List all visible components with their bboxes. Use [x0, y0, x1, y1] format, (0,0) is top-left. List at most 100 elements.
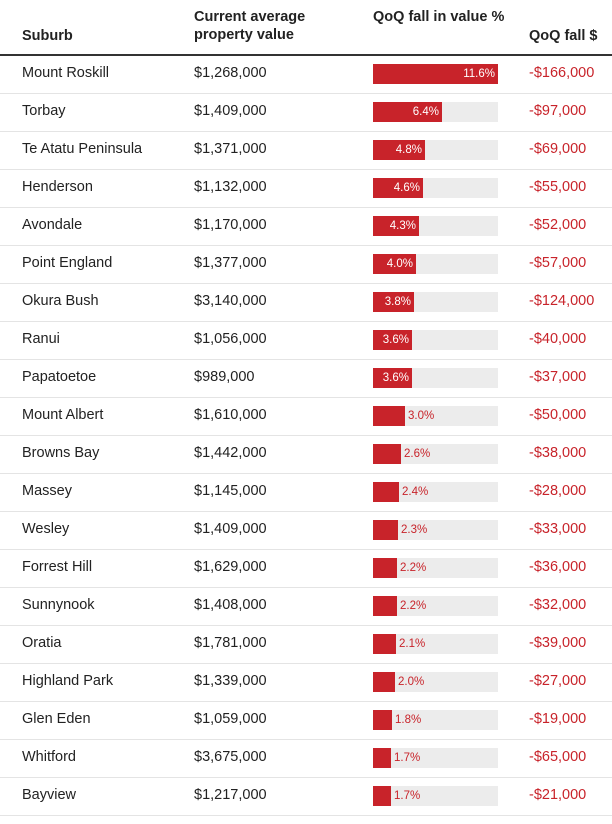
current-value: $3,140,000	[194, 293, 267, 309]
fall-percent-bar	[373, 748, 391, 768]
current-value: $1,145,000	[194, 483, 267, 499]
current-value: $1,268,000	[194, 65, 267, 81]
fall-percent-label: 3.8%	[384, 296, 411, 308]
current-value: $1,442,000	[194, 445, 267, 461]
fall-dollar: -$97,000	[529, 103, 587, 119]
bar-track: 1.7%	[373, 786, 498, 806]
fall-percent-bar	[373, 444, 401, 464]
fall-percent-bar	[373, 178, 423, 198]
fall-percent-label: 4.0%	[386, 258, 413, 270]
bar-track: 2.6%	[373, 444, 498, 464]
suburb-name: Torbay	[22, 103, 66, 119]
suburb-name: Henderson	[22, 179, 93, 195]
fall-percent-label: 2.0%	[398, 676, 425, 688]
fall-dollar: -$19,000	[529, 711, 587, 727]
fall-percent-bar	[373, 710, 392, 730]
table-row: Whitford $3,675,000 1.7% -$65,000	[0, 739, 612, 778]
table-row: Okura Bush $3,140,000 3.8% -$124,000	[0, 283, 612, 322]
suburb-name: Te Atatu Peninsula	[22, 141, 143, 157]
current-value: $1,339,000	[194, 673, 267, 689]
fall-dollar: -$40,000	[529, 331, 587, 347]
bar-track: 2.3%	[373, 520, 498, 540]
fall-dollar: -$65,000	[529, 749, 587, 765]
suburb-name: Point England	[22, 255, 113, 271]
current-value: $1,629,000	[194, 559, 267, 575]
fall-percent-bar	[373, 292, 414, 312]
bar-track: 6.4%	[373, 102, 498, 122]
table-row: Highland Park $1,339,000 2.0% -$27,000	[0, 663, 612, 702]
current-value: $1,409,000	[194, 103, 267, 119]
fall-dollar: -$50,000	[529, 407, 587, 423]
current-value: $1,217,000	[194, 787, 267, 803]
fall-dollar: -$39,000	[529, 635, 587, 651]
bar-track: 2.4%	[373, 482, 498, 502]
suburb-name: Ranui	[22, 331, 60, 347]
fall-percent-label: 2.4%	[402, 486, 429, 498]
header-suburb: Suburb	[22, 28, 73, 44]
suburb-name: Avondale	[22, 217, 83, 233]
fall-percent-label: 2.1%	[399, 638, 426, 650]
bar-track: 3.6%	[373, 368, 498, 388]
fall-dollar: -$69,000	[529, 141, 587, 157]
suburb-name: Forrest Hill	[22, 559, 93, 575]
current-value: $1,132,000	[194, 179, 267, 195]
current-value: $1,056,000	[194, 331, 267, 347]
suburb-name: Bayview	[22, 787, 76, 803]
current-value: $1,371,000	[194, 141, 267, 157]
suburb-name: Highland Park	[22, 673, 114, 689]
fall-percent-bar	[373, 596, 397, 616]
fall-percent-label: 4.3%	[389, 220, 416, 232]
bar-track: 2.0%	[373, 672, 498, 692]
fall-dollar: -$21,000	[529, 787, 587, 803]
fall-percent-label: 2.2%	[400, 562, 427, 574]
fall-percent-label: 3.0%	[408, 410, 435, 422]
fall-percent-label: 4.6%	[393, 182, 420, 194]
table-row: Massey $1,145,000 2.4% -$28,000	[0, 473, 612, 512]
table-row: Bayview $1,217,000 1.7% -$21,000	[0, 777, 612, 816]
bar-track: 4.8%	[373, 140, 498, 160]
bar-track: 1.7%	[373, 748, 498, 768]
header-fall-dollar: QoQ fall $	[529, 28, 598, 44]
fall-dollar: -$55,000	[529, 179, 587, 195]
bar-track: 1.8%	[373, 710, 498, 730]
bar-track: 2.2%	[373, 558, 498, 578]
fall-percent-bar	[373, 406, 405, 426]
suburb-name: Mount Albert	[22, 407, 104, 423]
suburb-name: Oratia	[22, 635, 62, 651]
table-row: Te Atatu Peninsula $1,371,000 4.8% -$69,000	[0, 131, 612, 170]
header-fall-percent: QoQ fall in value %	[373, 9, 505, 25]
fall-percent-bar	[373, 786, 391, 806]
fall-dollar: -$37,000	[529, 369, 587, 385]
table-row: Mount Roskill $1,268,000 11.6% -$166,000	[0, 55, 612, 94]
fall-percent-label: 1.7%	[394, 752, 421, 764]
current-value: $1,610,000	[194, 407, 267, 423]
fall-dollar: -$28,000	[529, 483, 587, 499]
fall-percent-label: 2.2%	[400, 600, 427, 612]
fall-percent-bar	[373, 216, 419, 236]
suburb-name: Mount Roskill	[22, 65, 110, 81]
header-current-value: Current average property value	[194, 9, 306, 43]
fall-percent-label: 3.6%	[382, 372, 409, 384]
suburb-name: Whitford	[22, 749, 76, 765]
fall-dollar: -$27,000	[529, 673, 587, 689]
table-row: Forrest Hill $1,629,000 2.2% -$36,000	[0, 549, 612, 588]
fall-dollar: -$52,000	[529, 217, 587, 233]
bar-track: 11.6%	[373, 64, 498, 84]
bar-track: 4.0%	[373, 254, 498, 274]
suburb-name: Papatoetoe	[22, 369, 97, 385]
table-row: Mount Albert $1,610,000 3.0% -$50,000	[0, 397, 612, 436]
bar-track: 3.6%	[373, 330, 498, 350]
fall-dollar: -$124,000	[529, 293, 595, 309]
bar-track: 3.8%	[373, 292, 498, 312]
fall-dollar: -$166,000	[529, 65, 595, 81]
suburb-name: Browns Bay	[22, 445, 100, 461]
fall-percent-bar	[373, 520, 398, 540]
table-row: Torbay $1,409,000 6.4% -$97,000	[0, 93, 612, 132]
table-row: Papatoetoe $989,000 3.6% -$37,000	[0, 359, 612, 398]
current-value: $1,377,000	[194, 255, 267, 271]
fall-dollar: -$32,000	[529, 597, 587, 613]
fall-percent-label: 1.8%	[395, 714, 422, 726]
current-value: $1,059,000	[194, 711, 267, 727]
current-value: $1,170,000	[194, 217, 267, 233]
fall-dollar: -$36,000	[529, 559, 587, 575]
